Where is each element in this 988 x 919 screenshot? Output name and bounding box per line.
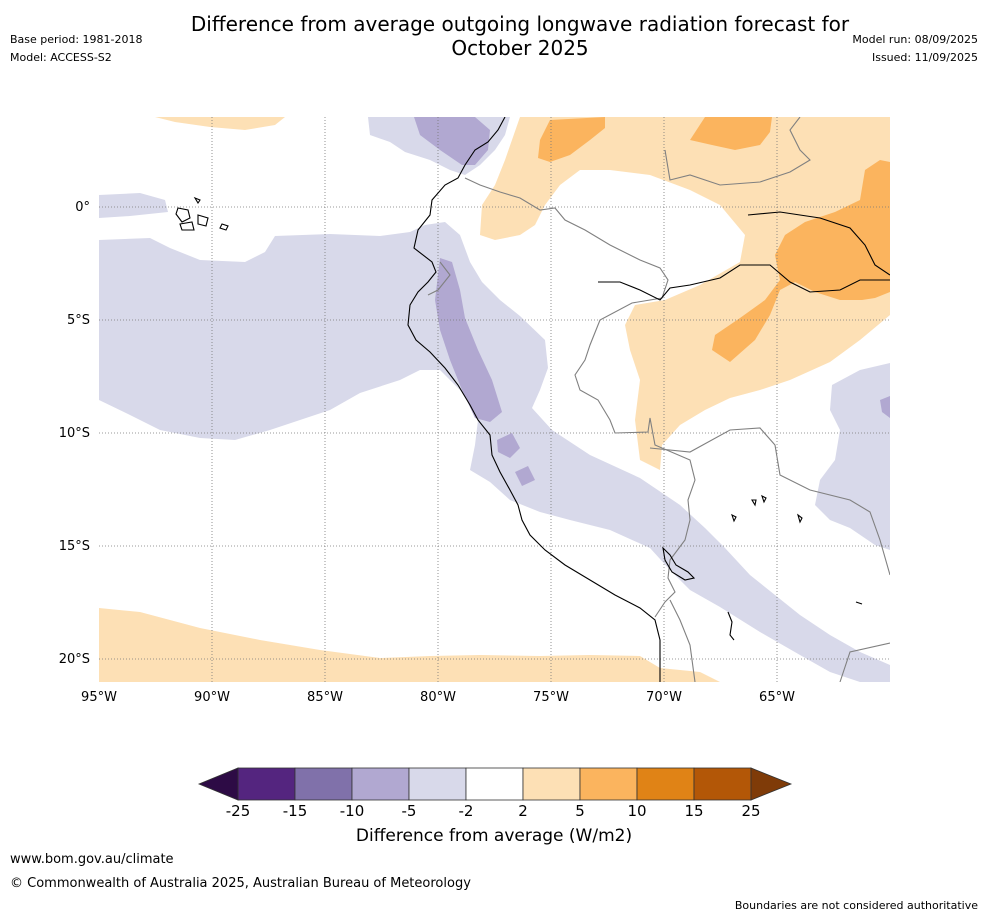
colorbar-ticks: -25 -15 -10 -5 -2 2 5 10 15 25 <box>226 802 761 820</box>
colorbar-over-arrow <box>750 767 793 801</box>
colorbar-tick-label: -25 <box>226 802 251 820</box>
colorbar-tick-label: 2 <box>518 802 528 820</box>
field-neg-light-east <box>815 363 890 550</box>
colorbar-bin <box>693 767 752 801</box>
y-tick-label: 15°S <box>59 539 90 554</box>
field-pos-light-amazon <box>480 117 890 470</box>
y-tick-label: 0° <box>75 200 90 215</box>
map-fields <box>99 117 890 682</box>
title-line-1: Difference from average outgoing longwav… <box>190 12 850 36</box>
colorbar-tick-label: -10 <box>340 802 365 820</box>
field-neg-medium-east <box>880 396 890 418</box>
field-pos-light-north <box>155 117 285 130</box>
footer-disclaimer: Boundaries are not considered authoritat… <box>734 899 978 912</box>
field-pos-medium-ne <box>690 117 772 150</box>
field-neg-medium-coast <box>435 258 502 422</box>
colorbar-tick-label: -15 <box>283 802 308 820</box>
colorbar-tick-label: 10 <box>627 802 646 820</box>
coastline <box>175 117 890 682</box>
colorbar-tick-label: -5 <box>402 802 417 820</box>
colorbar-bin <box>294 767 353 801</box>
x-tick-label: 70°W <box>646 690 682 705</box>
field-neg-light <box>99 193 168 218</box>
colorbar-bin <box>465 767 524 801</box>
x-tick-label: 65°W <box>759 690 795 705</box>
footer-url[interactable]: www.bom.gov.au/climate <box>10 852 174 867</box>
y-tick-label: 10°S <box>59 426 90 441</box>
gridlines <box>99 117 890 682</box>
colorbar-bin <box>522 767 581 801</box>
x-tick-label: 90°W <box>194 690 230 705</box>
x-tick-label: 75°W <box>533 690 569 705</box>
country-borders <box>427 117 890 682</box>
colorbar-bins <box>237 767 752 801</box>
colorbar-under-arrow <box>197 767 239 801</box>
x-axis-labels: 95°W 90°W 85°W 80°W 75°W 70°W 65°W <box>81 690 795 705</box>
field-neg-light-main <box>99 222 890 682</box>
meta-left: Base period: 1981-2018 Model: ACCESS-S2 <box>10 31 142 67</box>
colorbar-tick-label: 15 <box>684 802 703 820</box>
field-neg-medium-north <box>414 117 490 165</box>
y-tick-label: 20°S <box>59 652 90 667</box>
x-tick-label: 95°W <box>81 690 117 705</box>
y-axis-labels: 0° 5°S 10°S 15°S 20°S <box>59 200 90 667</box>
model-run-text: Model run: 08/09/2025 <box>852 33 978 46</box>
meta-right: Model run: 08/09/2025 Issued: 11/09/2025 <box>852 31 978 67</box>
field-pos-medium-nw <box>538 117 605 162</box>
colorbar-tick-label: -2 <box>459 802 474 820</box>
colorbar-tick-label: 25 <box>741 802 760 820</box>
colorbar-bin <box>237 767 296 801</box>
colorbar-bin <box>636 767 695 801</box>
base-period-text: Base period: 1981-2018 <box>10 33 143 46</box>
y-tick-label: 5°S <box>67 313 90 328</box>
chart-title: Difference from average outgoing longwav… <box>0 12 988 60</box>
footer-copyright: © Commonwealth of Australia 2025, Austra… <box>10 876 471 891</box>
colorbar-bin <box>408 767 467 801</box>
issued-text: Issued: 11/09/2025 <box>871 51 978 64</box>
x-tick-label: 85°W <box>307 690 343 705</box>
colorbar-tick-label: 5 <box>575 802 585 820</box>
field-pos-medium-east <box>712 160 890 362</box>
model-text: Model: ACCESS-S2 <box>10 51 112 64</box>
title-line-2: October 2025 <box>451 36 589 60</box>
colorbar-bin <box>579 767 638 801</box>
x-tick-label: 80°W <box>420 690 456 705</box>
field-pos-light-south <box>99 608 720 682</box>
field-neg-medium-spot1 <box>497 433 520 458</box>
field-neg-medium-spot2 <box>515 466 535 486</box>
colorbar-label: Difference from average (W/m2) <box>355 826 633 846</box>
colorbar-bin <box>351 767 410 801</box>
